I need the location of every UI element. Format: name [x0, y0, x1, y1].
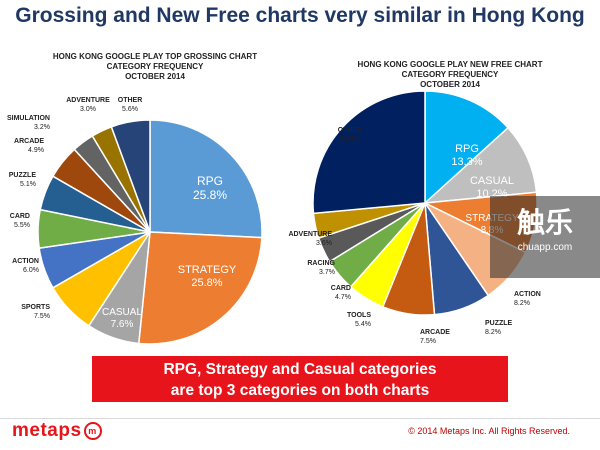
slice-value-action: 6.0% [23, 267, 39, 274]
slice-value-racing: 3.7% [319, 269, 335, 276]
chart-title-new-free: HONG KONG GOOGLE PLAY NEW FREE CHART CAT… [325, 60, 575, 90]
chart-title-line: HONG KONG GOOGLE PLAY TOP GROSSING CHART [52, 52, 258, 61]
slice-value-puzzle: 8.2% [485, 329, 501, 336]
slice-value-arcade: 4.9% [28, 147, 44, 154]
watermark-sub: chuapp.com [517, 242, 573, 253]
slice-value-puzzle: 5.1% [20, 181, 36, 188]
slice-value-card: 4.7% [335, 294, 351, 301]
slice-value-arcade: 7.5% [420, 338, 436, 345]
slice-label-adventure: ADVENTURE [288, 231, 332, 238]
pie-slice-rpg [149, 119, 263, 239]
slice-label-sports: SPORTS [21, 304, 50, 311]
slice-label-rpg: RPG [455, 143, 479, 155]
slice-label-strategy: STRATEGY [178, 264, 237, 276]
slice-value-strategy: 25.8% [191, 277, 222, 289]
slice-label-racing: RACING [307, 260, 335, 267]
slice-label-action: ACTION [12, 258, 39, 265]
chart-title-line: CATEGORY FREQUENCY [106, 62, 204, 71]
slice-label-other: OTHER [338, 127, 363, 134]
chart-title-line: CATEGORY FREQUENCY [401, 70, 499, 79]
pie-slice-rpg [424, 90, 510, 205]
headline: Grossing and New Free charts very simila… [15, 4, 585, 27]
banner-line-2: are top 3 categories on both charts [170, 382, 430, 399]
slice-label-card: CARD [331, 285, 351, 292]
logo-mark-icon: m [83, 422, 102, 440]
slice-value-other: 26.5% [340, 136, 360, 143]
slice-label-adventure: ADVENTURE [66, 97, 110, 104]
slice-label-rpg: RPG [197, 174, 223, 188]
slice-label-puzzle: PUZZLE [485, 320, 513, 327]
pie-slice-other [110, 119, 151, 233]
slice-label-simulation: SIMULATION [7, 115, 50, 122]
slice-value-tools: 5.4% [355, 321, 371, 328]
banner-line-1: RPG, Strategy and Casual categories [163, 361, 437, 378]
slice-label-arcade: ARCADE [14, 138, 44, 145]
slice-label-other: OTHER [118, 97, 143, 104]
slice-value-sports: 7.5% [34, 313, 50, 320]
summary-banner: RPG, Strategy and Casual categories are … [92, 356, 508, 402]
slice-label-casual: CASUAL [470, 175, 514, 187]
logo-text: metaps [12, 420, 82, 441]
slice-value-simulation: 3.2% [34, 124, 50, 131]
chart-title-grossing: HONG KONG GOOGLE PLAY TOP GROSSING CHART… [30, 52, 280, 82]
slice-value-other: 5.6% [122, 106, 138, 113]
pie-slice-strategy [137, 231, 263, 345]
chart-title-line: OCTOBER 2014 [420, 80, 480, 89]
slice-value-adventure: 3.6% [316, 240, 332, 247]
slice-value-rpg: 13.3% [451, 156, 482, 168]
copyright: © 2014 Metaps Inc. All Rights Reserved. [408, 426, 570, 436]
slice-label-arcade: ARCADE [420, 329, 450, 336]
slice-label-card: CARD [10, 213, 30, 220]
slice-label-casual: CASUAL [102, 307, 142, 318]
slice-value-rpg: 25.8% [193, 188, 227, 202]
slice-label-tools: TOOLS [347, 312, 371, 319]
slice-label-puzzle: PUZZLE [9, 172, 37, 179]
pie-slice-casual [422, 126, 538, 204]
watermark: 触乐 chuapp.com [490, 196, 600, 278]
slice-value-casual: 7.6% [111, 319, 134, 330]
slice-value-card: 5.5% [14, 222, 30, 229]
chart-title-line: HONG KONG GOOGLE PLAY NEW FREE CHART [357, 60, 543, 69]
slice-value-adventure: 3.0% [80, 106, 96, 113]
pie-slice-other [312, 90, 426, 215]
slice-label-action: ACTION [514, 291, 541, 298]
metaps-logo: metaps m [12, 420, 102, 442]
footer-divider [0, 418, 600, 419]
chart-title-line: OCTOBER 2014 [125, 72, 185, 81]
watermark-main: 触乐 [516, 207, 573, 238]
slice-value-action: 8.2% [514, 300, 530, 307]
